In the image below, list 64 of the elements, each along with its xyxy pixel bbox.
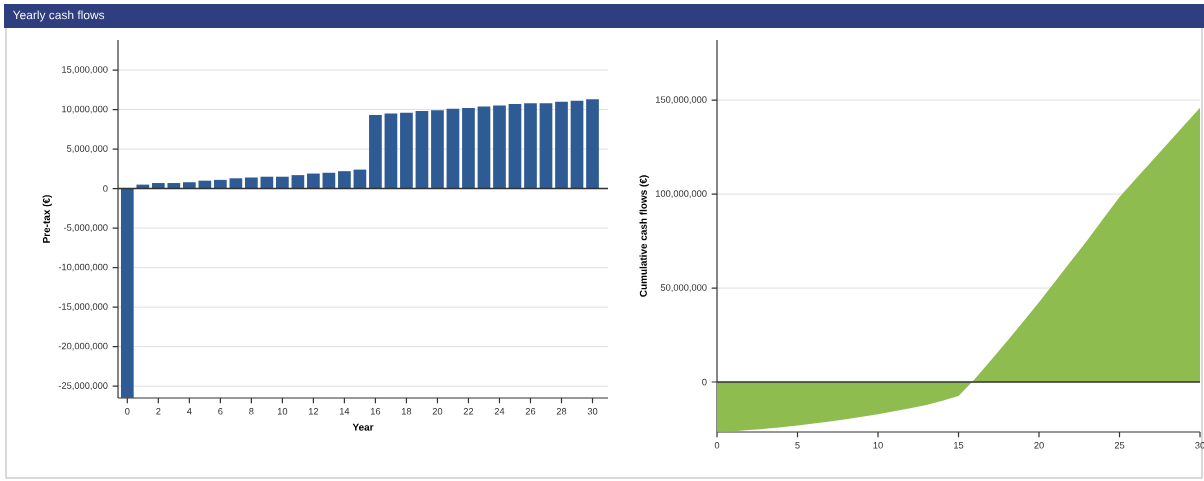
y-axis-title: Cumulative cash flows (€) <box>639 175 649 297</box>
y-tick-label: 15,000,000 <box>62 66 108 74</box>
bar <box>586 99 599 189</box>
bar <box>384 113 398 189</box>
y-tick-label: 5,000,000 <box>66 145 108 153</box>
x-tick-label: 0 <box>714 442 720 449</box>
y-tick-label: 0 <box>702 378 707 386</box>
x-tick-label: 4 <box>186 408 192 415</box>
x-tick-label: 12 <box>308 408 319 415</box>
x-tick-label: 24 <box>494 408 505 415</box>
y-tick-label: -15,000,000 <box>58 303 108 311</box>
bar <box>508 104 522 189</box>
x-tick-label: 20 <box>432 408 443 415</box>
bar <box>446 108 460 189</box>
x-tick-label: 18 <box>401 408 412 415</box>
x-tick-label: 28 <box>556 408 567 415</box>
x-tick-label: 26 <box>525 408 536 415</box>
bar <box>245 177 258 189</box>
bar <box>462 107 475 189</box>
bar <box>415 111 429 189</box>
x-tick-label: 6 <box>218 408 223 415</box>
y-tick-label: -10,000,000 <box>58 263 108 272</box>
bar <box>338 171 351 189</box>
bar <box>477 106 491 189</box>
x-tick-label: 30 <box>1195 442 1204 449</box>
x-tick-label: 8 <box>249 408 254 415</box>
bar <box>493 105 506 189</box>
bar <box>322 172 336 189</box>
x-tick-label: 0 <box>125 408 130 415</box>
bar <box>307 173 320 189</box>
x-tick-label: 15 <box>954 442 964 449</box>
x-tick-label: 22 <box>463 408 474 415</box>
bar <box>570 100 584 189</box>
x-tick-label: 20 <box>1034 442 1044 449</box>
bar <box>120 188 134 398</box>
y-tick-label: -5,000,000 <box>63 224 108 232</box>
x-tick-label: 30 <box>587 408 598 415</box>
bar <box>353 169 367 189</box>
bar <box>276 176 289 189</box>
y-tick-label: -25,000,000 <box>58 382 108 390</box>
x-tick-label: 2 <box>156 408 161 415</box>
bar <box>369 115 382 189</box>
x-tick-label: 25 <box>1114 442 1125 449</box>
y-tick-label: 150,000,000 <box>655 96 707 104</box>
x-tick-label: 16 <box>370 408 381 415</box>
bar <box>524 103 537 189</box>
x-tick-label: 14 <box>339 408 350 415</box>
chart-title: Yearly cash flows <box>12 10 105 22</box>
x-tick-label: 10 <box>873 442 883 449</box>
x-tick-label: 10 <box>277 408 288 415</box>
bar <box>291 175 305 189</box>
y-tick-label: 100,000,000 <box>655 190 707 198</box>
y-axis-title: Pre-tax (€) <box>42 195 52 243</box>
x-axis-title: Year <box>352 423 374 431</box>
x-tick-label: 5 <box>795 442 800 449</box>
bar <box>555 101 568 189</box>
bar <box>400 112 413 189</box>
bar <box>229 178 243 189</box>
bar <box>431 110 444 189</box>
y-tick-label: -20,000,000 <box>58 342 108 351</box>
y-tick-label: 10,000,000 <box>62 105 108 114</box>
bar <box>539 103 553 189</box>
y-tick-label: 0 <box>103 185 108 192</box>
y-tick-label: 50,000,000 <box>660 284 707 292</box>
